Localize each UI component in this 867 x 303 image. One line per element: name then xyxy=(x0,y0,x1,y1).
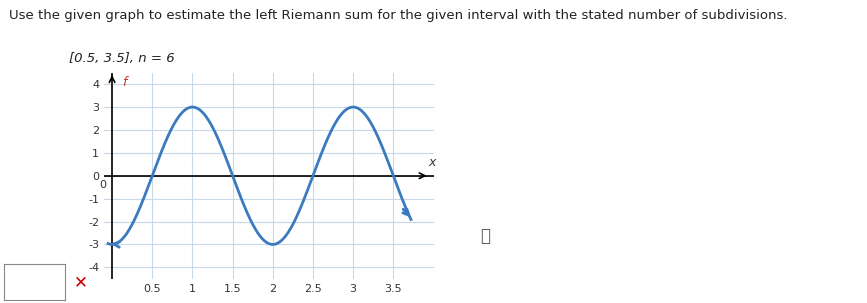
Text: 0: 0 xyxy=(99,180,106,190)
Text: Use the given graph to estimate the left Riemann sum for the given interval with: Use the given graph to estimate the left… xyxy=(9,9,787,22)
Text: f: f xyxy=(122,76,127,89)
Text: ✕: ✕ xyxy=(74,273,88,291)
Text: x: x xyxy=(428,156,435,169)
Text: [0.5, 3.5], n = 6: [0.5, 3.5], n = 6 xyxy=(69,52,175,65)
Text: ⓘ: ⓘ xyxy=(480,227,491,245)
